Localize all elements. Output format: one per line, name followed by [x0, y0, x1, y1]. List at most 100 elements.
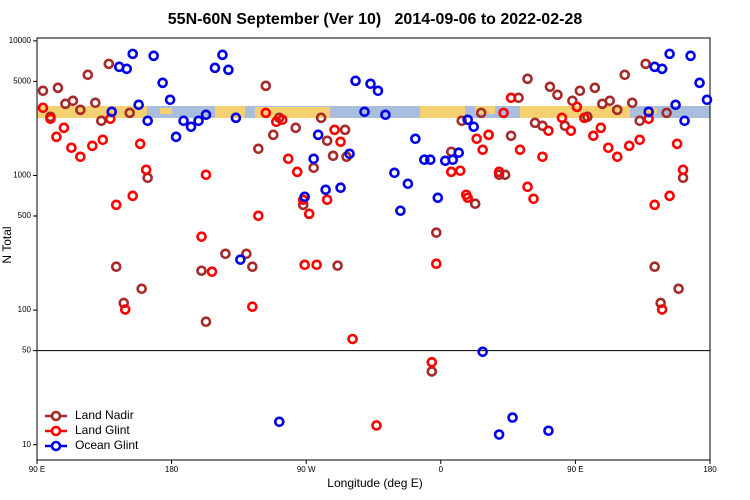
data-point [110, 261, 122, 273]
data-point [82, 69, 94, 81]
data-point [320, 184, 331, 196]
data-point [142, 115, 153, 127]
data-point [37, 85, 49, 97]
data-point [299, 191, 311, 203]
data-point [260, 80, 272, 92]
data-point [410, 133, 421, 145]
data-point [664, 48, 675, 60]
data-point [329, 124, 340, 136]
data-point [505, 130, 517, 142]
data-point [694, 77, 705, 89]
legend-label: Ocean Glint [75, 438, 139, 452]
data-point [431, 227, 442, 238]
data-point [656, 304, 668, 315]
data-point [308, 162, 319, 174]
data-point [634, 115, 646, 127]
y-tick-label: 500 [18, 211, 32, 220]
data-point [447, 154, 459, 166]
data-point [626, 97, 638, 109]
data-point [643, 106, 654, 118]
data-point [431, 258, 442, 270]
x-tick-label: 90 W [297, 465, 316, 474]
data-point [66, 142, 77, 154]
data-point [380, 109, 391, 121]
data-point [574, 85, 586, 97]
data-point [97, 134, 109, 146]
data-point [673, 283, 684, 295]
data-point [656, 63, 668, 75]
x-axis-title: Longitude (deg E) [327, 476, 422, 490]
data-point [475, 107, 487, 119]
data-point [253, 210, 264, 222]
data-point [200, 316, 212, 327]
data-point [273, 416, 285, 428]
data-point [445, 166, 457, 178]
data-point [477, 346, 488, 358]
data-point [196, 265, 207, 277]
data-point [498, 107, 509, 119]
data-point [456, 115, 468, 127]
data-point [344, 148, 355, 160]
data-point [588, 130, 599, 142]
data-point [402, 178, 414, 190]
data-point [96, 115, 107, 127]
data-point [528, 193, 539, 205]
data-point [157, 77, 168, 89]
data-point [649, 261, 660, 273]
x-tick-label: 180 [165, 465, 179, 474]
data-point [134, 138, 146, 150]
data-point [425, 154, 436, 166]
data-point [661, 107, 672, 119]
data-point [619, 69, 631, 81]
data-point [471, 133, 482, 145]
data-point [75, 104, 86, 116]
data-point [462, 192, 474, 204]
data-point [453, 147, 465, 159]
data-point [477, 144, 488, 156]
data-point [640, 58, 651, 70]
data-point [462, 114, 474, 126]
data-point [395, 205, 406, 217]
data-point [37, 102, 49, 114]
x-tick-label: 90 E [567, 465, 583, 474]
data-point [677, 164, 689, 176]
data-point [67, 95, 79, 107]
data-point [253, 143, 264, 155]
data-point [230, 112, 242, 124]
data-point [58, 122, 70, 134]
data-point [611, 151, 623, 163]
data-point [196, 231, 207, 242]
data-point [276, 114, 288, 126]
data-point [193, 115, 204, 127]
data-point [142, 172, 153, 184]
data-point [419, 154, 430, 166]
data-point [282, 153, 294, 165]
data-point [664, 190, 675, 202]
data-point [522, 181, 533, 193]
data-point [103, 58, 115, 70]
data-point [119, 304, 131, 315]
data-point [701, 94, 713, 106]
data-point [178, 115, 189, 127]
y-tick-label: 1000 [13, 171, 31, 180]
data-point [589, 82, 601, 94]
data-point [312, 129, 324, 141]
data-point [170, 131, 182, 143]
data-point [223, 64, 234, 76]
data-point [127, 48, 139, 60]
data-point [685, 50, 696, 62]
data-point [649, 199, 660, 211]
y-tick-label: 50 [22, 346, 31, 355]
data-point [507, 412, 518, 423]
data-point [522, 73, 533, 85]
data-point [148, 50, 159, 62]
data-point [565, 125, 577, 137]
data-point [127, 190, 139, 202]
x-tick-label: 180 [703, 465, 717, 474]
data-point [290, 122, 302, 134]
data-point [299, 259, 311, 271]
data-point [679, 115, 690, 127]
data-point [291, 166, 303, 178]
data-point [327, 150, 339, 162]
